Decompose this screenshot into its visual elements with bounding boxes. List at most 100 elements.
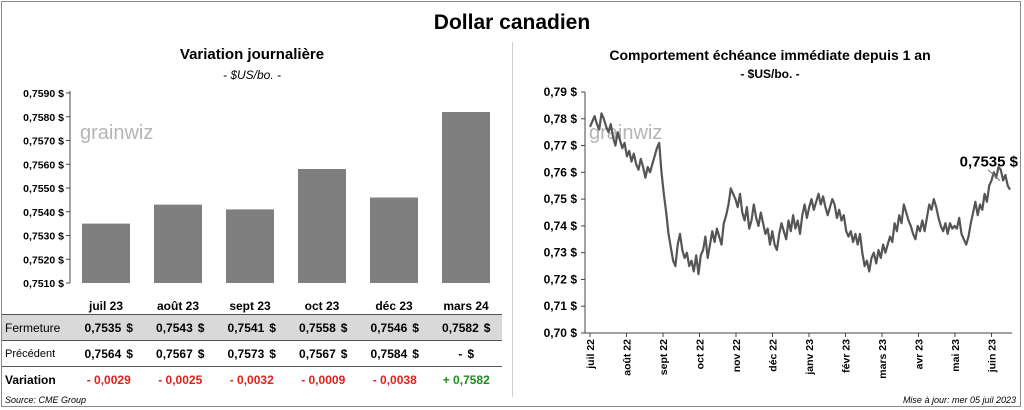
y-tick-label: 0,7510 $ xyxy=(23,278,64,290)
y-tick-label: 0,75 $ xyxy=(544,192,578,206)
cell-currency: $ xyxy=(269,320,276,335)
table-cell: 0,7567 $ xyxy=(287,340,359,367)
y-tick-label: 0,7560 $ xyxy=(23,159,64,171)
x-tick-label: mars 24 xyxy=(443,299,489,313)
table-cell: 0,7573 $ xyxy=(216,340,288,367)
row-label: Fermeture xyxy=(2,314,73,341)
cell-currency: $ xyxy=(412,346,419,361)
cell-currency: $ xyxy=(126,346,133,361)
bar xyxy=(82,223,130,283)
y-tick-label: 0,72 $ xyxy=(544,272,578,286)
table-cell: - 0,0009 xyxy=(288,367,360,393)
row-label: Variation xyxy=(5,372,56,387)
table-cell: 0,7582 $ xyxy=(430,314,502,341)
right-chart-title: Comportement échéance immédiate depuis 1… xyxy=(609,47,931,63)
table-cell: - 0,0032 xyxy=(216,367,288,393)
y-tick-label: 0,7580 $ xyxy=(23,112,64,124)
table-cell: 0,7535 $ xyxy=(73,314,145,341)
left-chart-subtitle: - $US/bo. - xyxy=(222,68,282,82)
cell-value: - xyxy=(458,346,463,361)
right-chart-subtitle: - $US/bo. - xyxy=(740,67,800,81)
table-cell: + 0,7582 xyxy=(431,367,503,393)
cell-value: 0,7541 xyxy=(227,320,265,335)
cell-value: 0,7584 xyxy=(370,346,408,361)
x-tick-label: janv 23 xyxy=(804,339,816,376)
y-tick-label: 0,71 $ xyxy=(544,299,578,313)
cell-currency: $ xyxy=(197,346,205,361)
y-tick-label: 0,7590 $ xyxy=(23,88,64,100)
table-row-prev: Précédent 0,7564 $0,7567 $0,7573 $ 0,7567 $0,7… xyxy=(2,340,502,367)
close-table: Fermeture 0,7535 $0,7543 $ 0,7541 $0,7558 $0,7… xyxy=(2,314,502,392)
source-note: Source: CME Group xyxy=(5,395,87,405)
update-note: Mise à jour: mer 05 juil 2023 xyxy=(902,395,1016,405)
x-tick-label: mars 23 xyxy=(877,339,889,379)
cell-value: 0,7535 xyxy=(84,320,122,335)
cell-currency: $ xyxy=(340,320,348,335)
x-tick-label: sept 22 xyxy=(658,339,670,375)
y-tick-label: 0,7540 $ xyxy=(23,207,64,219)
table-cell: 0,7584 $ xyxy=(359,340,431,367)
panel-divider xyxy=(512,42,513,397)
x-tick-label: août 23 xyxy=(157,299,199,313)
cell-currency: $ xyxy=(126,320,133,335)
cell-value: 0,7558 xyxy=(299,320,336,335)
x-tick-label: oct 23 xyxy=(305,299,340,313)
y-tick-label: 0,7530 $ xyxy=(23,231,64,243)
table-row-close: Fermeture 0,7535 $0,7543 $ 0,7541 $0,7558 $0,7… xyxy=(2,314,502,341)
table-cell: 0,7541 $ xyxy=(216,314,288,341)
x-tick-label: août 22 xyxy=(621,339,633,376)
cell-currency: $ xyxy=(269,346,276,361)
left-watermark: grainwiz xyxy=(80,122,153,144)
y-tick-label: 0,70 $ xyxy=(544,326,578,340)
row-label: Précédent xyxy=(2,340,73,367)
bar xyxy=(298,169,346,283)
cell-value: 0,7567 xyxy=(156,346,193,361)
cell-value: - 0,0038 xyxy=(372,372,417,387)
bar xyxy=(370,197,418,283)
series-line xyxy=(588,112,1011,276)
x-tick-label: févr 23 xyxy=(840,339,852,373)
cell-value: 0,7567 xyxy=(299,346,336,361)
cell-currency: $ xyxy=(483,320,491,335)
table-cell: - $ xyxy=(430,340,502,367)
page-title: Dollar canadien xyxy=(433,11,591,34)
y-tick-label: 0,74 $ xyxy=(544,219,578,233)
cell-currency: $ xyxy=(467,346,475,361)
cell-currency: $ xyxy=(340,346,348,361)
x-tick-label: juin 23 xyxy=(986,339,998,373)
y-tick-label: 0,7550 $ xyxy=(23,183,64,195)
bar xyxy=(226,209,274,283)
table-cell: 0,7567 $ xyxy=(144,340,216,367)
y-tick-label: 0,73 $ xyxy=(544,246,578,260)
table-cell: 0,7543 $ xyxy=(144,314,216,341)
cell-value: 0,7582 xyxy=(442,320,479,335)
cell-value: - 0,0025 xyxy=(158,372,203,387)
table-cell: 0,7546 $ xyxy=(359,314,431,341)
bar xyxy=(154,204,202,283)
y-tick-label: 0,78 $ xyxy=(544,112,578,126)
table-cell: - 0,0025 xyxy=(145,367,217,393)
cell-value: - 0,0032 xyxy=(229,372,274,387)
x-tick-label: nov 22 xyxy=(731,339,743,372)
cell-value: - 0,0009 xyxy=(301,372,346,387)
x-tick-label: mai 23 xyxy=(950,339,962,372)
table-cell: 0,7564 $ xyxy=(73,340,145,367)
cell-currency: $ xyxy=(412,320,419,335)
y-tick-label: 0,79 $ xyxy=(544,85,578,99)
cell-value: 0,7546 xyxy=(370,320,408,335)
x-tick-label: déc 22 xyxy=(767,339,779,372)
x-tick-label: déc 23 xyxy=(375,299,413,313)
right-line-chart: grainwiz 0,70 $0,71 $0,72 $0,73 $0,74 $0… xyxy=(544,85,1019,379)
left-chart-title: Variation journalière xyxy=(179,46,325,63)
cell-value: 0,7564 xyxy=(84,346,122,361)
cell-currency: $ xyxy=(197,320,205,335)
cell-value: + 0,7582 xyxy=(442,372,490,387)
x-tick-label: oct 22 xyxy=(694,339,706,370)
table-row-var: Variation - 0,0029 - 0,0025 - 0,0032 - 0,000… xyxy=(2,367,502,393)
cell-value: - 0,0029 xyxy=(86,372,131,387)
last-value-label: 0,7535 $ xyxy=(960,154,1019,171)
x-tick-label: juil 22 xyxy=(585,339,597,370)
table-cell: - 0,0029 xyxy=(73,367,145,393)
y-tick-label: 0,76 $ xyxy=(544,165,578,179)
